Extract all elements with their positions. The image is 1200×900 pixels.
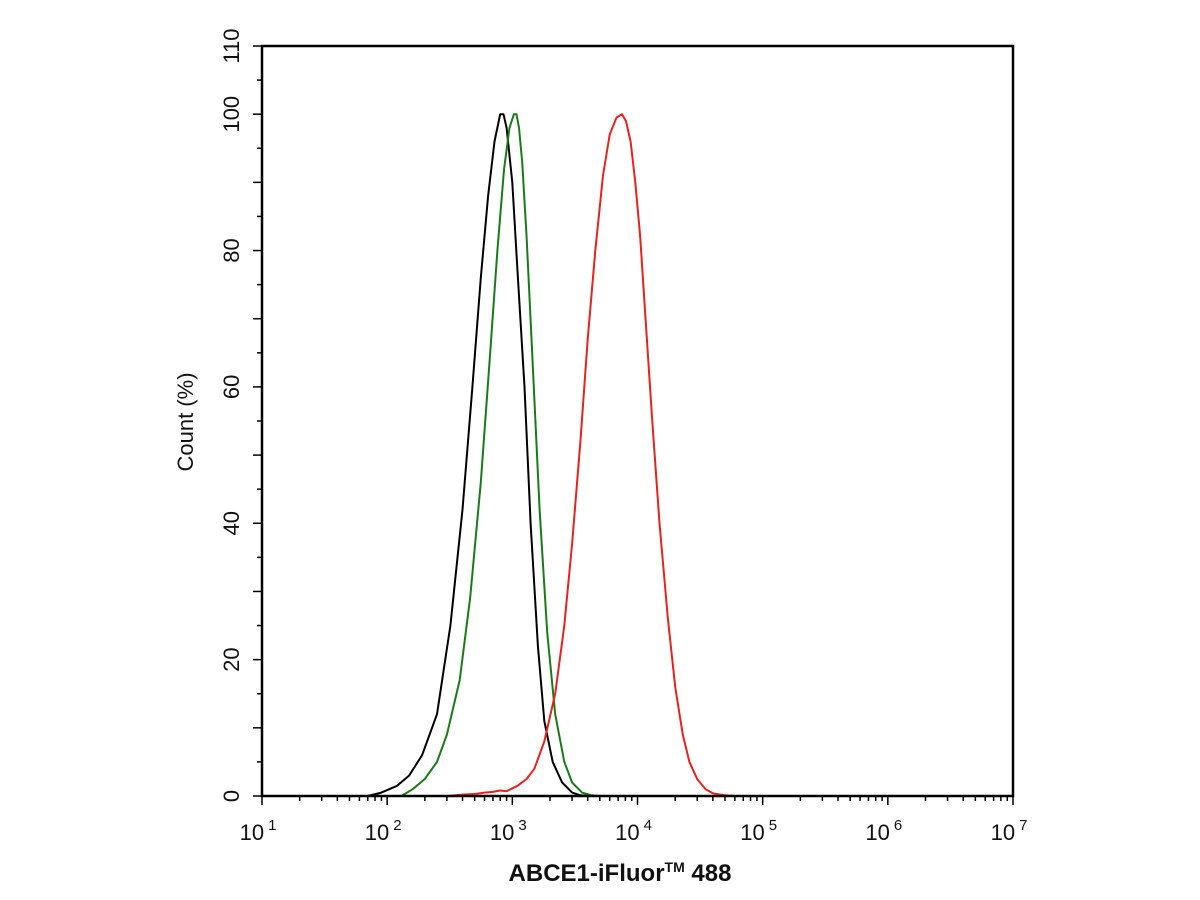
histogram-line — [400, 113, 601, 797]
x-axis-label-trademark: TM — [665, 859, 685, 875]
x-tick-label: 10 2 — [365, 817, 402, 845]
y-axis-label: Count (%) — [173, 372, 198, 471]
x-tick-label: 10 6 — [865, 817, 902, 845]
y-axis-tick-labels: 0 20 40 60 80 100 110 — [219, 28, 244, 802]
histogram-series — [366, 113, 736, 797]
histogram-line — [445, 113, 736, 797]
y-tick-label: 110 — [219, 28, 244, 63]
x-tick-label: 10 7 — [991, 817, 1028, 845]
x-axis-label-suffix: 488 — [685, 860, 732, 887]
x-tick-exponent: 6 — [894, 817, 902, 834]
x-tick-base: 10 — [490, 820, 514, 845]
x-axis-tick-labels: 10 1 10 2 10 3 10 4 10 5 10 6 10 7 — [240, 817, 1028, 845]
x-tick-exponent: 2 — [393, 817, 401, 834]
x-axis-label-main: ABCE1-iFluor — [509, 860, 665, 887]
x-tick-base: 10 — [865, 820, 889, 845]
x-tick-exponent: 4 — [644, 817, 652, 834]
y-tick-label: 0 — [219, 790, 244, 802]
x-tick-base: 10 — [240, 820, 264, 845]
y-tick-label: 60 — [219, 375, 244, 399]
x-tick-base: 10 — [615, 820, 639, 845]
x-tick-base: 10 — [740, 820, 764, 845]
x-tick-exponent: 1 — [268, 817, 276, 834]
plot-frame — [260, 44, 1015, 798]
y-axis-ticks — [253, 45, 262, 797]
x-tick-label: 10 1 — [240, 817, 277, 845]
x-tick-base: 10 — [991, 820, 1015, 845]
x-tick-label: 10 3 — [490, 817, 527, 845]
x-tick-label: 10 5 — [740, 817, 777, 845]
x-tick-exponent: 5 — [769, 817, 777, 834]
x-axis-label: ABCE1-iFluorTM 488 — [509, 859, 732, 887]
x-tick-base: 10 — [365, 820, 389, 845]
y-tick-label: 80 — [219, 238, 244, 262]
x-tick-exponent: 3 — [518, 817, 526, 834]
x-axis-ticks — [261, 796, 1014, 805]
histogram-line — [366, 113, 589, 797]
y-tick-label: 40 — [219, 511, 244, 535]
y-tick-label: 20 — [219, 647, 244, 671]
x-tick-exponent: 7 — [1019, 817, 1027, 834]
x-tick-label: 10 4 — [615, 817, 652, 845]
y-tick-label: 100 — [219, 96, 244, 133]
